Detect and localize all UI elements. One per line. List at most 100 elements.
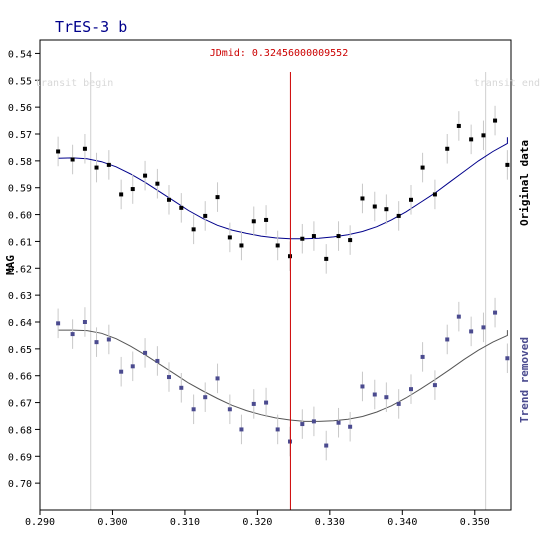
series-label-original: Original data: [518, 140, 531, 226]
fit-curve-series-0: [58, 137, 508, 240]
data-point-series-0-28: [396, 213, 401, 218]
data-point-series-1-27: [384, 395, 389, 400]
y-tick-label-8: 0.62: [8, 264, 32, 275]
data-point-series-1-37: [505, 356, 510, 361]
y-tick-label-1: 0.55: [8, 76, 32, 87]
data-point-series-0-7: [143, 173, 148, 178]
transit-begin-label: transit begin: [35, 78, 113, 89]
data-point-series-1-32: [445, 337, 450, 342]
data-point-series-0-35: [481, 133, 486, 138]
data-point-series-1-18: [275, 427, 280, 432]
data-point-series-1-2: [82, 320, 87, 324]
y-tick-label-12: 0.66: [8, 372, 32, 383]
data-point-series-0-30: [420, 165, 425, 170]
y-tick-label-5: 0.59: [8, 184, 32, 195]
data-point-series-0-6: [130, 187, 135, 192]
data-point-series-1-35: [481, 325, 486, 330]
chart-title: TrES-3 b: [55, 18, 127, 36]
data-point-series-1-29: [409, 387, 414, 392]
data-point-series-1-23: [336, 420, 341, 425]
data-point-series-1-9: [166, 375, 171, 380]
x-tick-label-5: 0.340: [387, 517, 417, 528]
data-point-series-1-16: [251, 401, 256, 406]
data-point-series-0-9: [166, 197, 171, 202]
data-point-series-0-29: [409, 197, 414, 202]
y-tick-label-2: 0.56: [8, 103, 32, 114]
data-point-series-0-8: [155, 181, 160, 186]
y-tick-label-10: 0.64: [8, 318, 32, 329]
fit-curve-series-1: [58, 329, 508, 422]
y-tick-label-16: 0.70: [8, 479, 32, 490]
x-tick-label-4: 0.330: [315, 517, 345, 528]
data-point-series-0-24: [348, 238, 353, 243]
data-point-series-0-27: [384, 207, 389, 212]
series-label-trend-removed: Trend removed: [518, 337, 531, 423]
x-tick-label-0: 0.290: [25, 517, 55, 528]
data-point-series-1-17: [264, 400, 269, 405]
data-point-series-0-4: [106, 162, 111, 167]
x-tick-label-6: 0.350: [460, 517, 490, 528]
y-tick-label-4: 0.58: [8, 157, 32, 168]
data-point-series-0-5: [119, 192, 124, 197]
y-tick-label-11: 0.65: [8, 345, 32, 356]
y-tick-label-15: 0.69: [8, 452, 32, 463]
data-point-series-0-17: [264, 217, 269, 222]
data-point-series-1-13: [215, 376, 220, 381]
data-point-series-1-33: [456, 314, 461, 319]
data-point-series-0-22: [324, 256, 329, 261]
y-tick-label-13: 0.67: [8, 399, 32, 410]
data-point-series-0-3: [94, 165, 99, 170]
x-tick-label-3: 0.320: [242, 517, 272, 528]
data-point-series-1-20: [300, 422, 305, 427]
data-point-series-0-16: [251, 219, 256, 224]
x-tick-label-1: 0.300: [97, 517, 127, 528]
data-point-series-1-28: [396, 401, 401, 406]
data-point-series-0-25: [360, 196, 365, 201]
data-point-series-0-32: [445, 146, 450, 151]
data-point-series-0-33: [456, 123, 461, 128]
data-point-series-0-21: [311, 234, 316, 239]
data-point-series-1-11: [191, 407, 196, 412]
data-point-series-1-14: [227, 407, 232, 412]
y-tick-label-14: 0.68: [8, 425, 32, 436]
data-point-series-1-6: [130, 364, 135, 369]
data-point-series-0-34: [469, 137, 474, 142]
y-tick-label-7: 0.61: [8, 237, 32, 248]
data-point-series-1-21: [311, 419, 316, 424]
data-point-series-1-8: [155, 358, 160, 363]
data-point-series-1-26: [372, 392, 377, 397]
data-point-series-0-1: [70, 157, 75, 162]
data-point-series-1-30: [420, 354, 425, 359]
data-point-series-1-3: [94, 340, 99, 345]
plot-frame: [39, 39, 512, 511]
y-tick-label-6: 0.60: [8, 211, 32, 222]
data-point-series-0-11: [191, 227, 196, 232]
data-point-series-0-14: [227, 235, 232, 240]
data-point-series-1-10: [179, 385, 184, 390]
transit-end-label: transit end: [474, 78, 540, 89]
data-point-series-1-1: [70, 332, 75, 337]
data-point-series-1-4: [106, 337, 111, 342]
data-point-series-1-36: [493, 310, 498, 315]
x-tick-label-2: 0.310: [170, 517, 200, 528]
data-point-series-1-0: [56, 321, 61, 326]
data-point-series-1-25: [360, 384, 365, 389]
y-axis-label: MAG: [4, 255, 17, 275]
data-point-series-0-20: [300, 236, 305, 241]
data-point-series-1-34: [469, 329, 474, 334]
data-point-series-1-31: [432, 383, 437, 388]
data-point-series-0-12: [203, 213, 208, 218]
data-point-series-0-15: [239, 243, 244, 248]
data-point-series-0-23: [336, 234, 341, 239]
jdmid-label: JDmid: 0.32456000009552: [210, 48, 348, 59]
data-point-series-0-37: [505, 162, 510, 167]
data-point-series-1-5: [119, 369, 124, 374]
y-tick-label-0: 0.54: [8, 49, 32, 60]
data-point-series-0-13: [215, 195, 220, 200]
data-point-series-0-2: [82, 146, 87, 151]
data-point-series-0-36: [493, 118, 498, 123]
y-tick-label-3: 0.57: [8, 130, 32, 141]
data-point-series-0-10: [179, 205, 184, 210]
